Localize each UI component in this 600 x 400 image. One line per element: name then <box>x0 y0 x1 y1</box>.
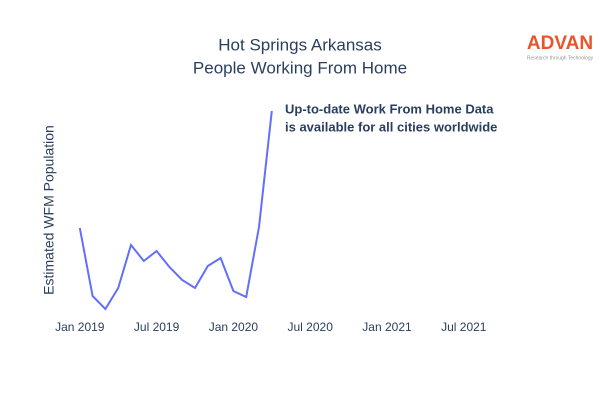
x-tick-label: Jul 2021 <box>441 320 487 334</box>
annotation: Up-to-date Work From Home Data <box>285 101 494 116</box>
x-tick-label: Jan 2019 <box>55 320 105 334</box>
x-tick-label: Jul 2019 <box>134 320 180 334</box>
x-tick-label: Jul 2020 <box>288 320 334 334</box>
x-tick-label: Jan 2021 <box>362 320 412 334</box>
logo: ADVAN <box>527 33 593 54</box>
y-axis-label: Estimated WFM Population <box>41 125 57 295</box>
x-tick-label: Jan 2020 <box>209 320 259 334</box>
chart-title: Hot Springs Arkansas <box>218 35 381 54</box>
data-line <box>78 110 273 311</box>
chart-title: People Working From Home <box>193 58 407 77</box>
logo-tagline: Research through Technology <box>527 55 594 61</box>
annotation: is available for all cities worldwide <box>285 119 497 134</box>
